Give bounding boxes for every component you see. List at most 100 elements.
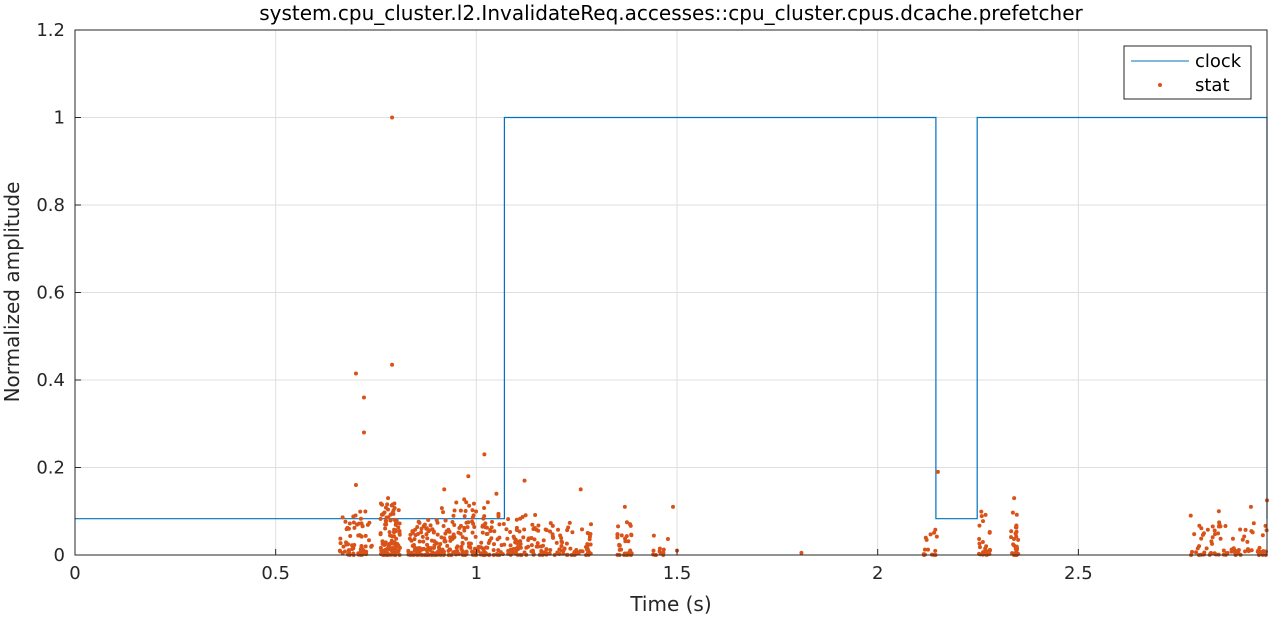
stat-point: [470, 508, 475, 513]
stat-point: [617, 547, 622, 552]
stat-point: [536, 523, 541, 528]
stat-point: [626, 539, 631, 544]
stat-point: [456, 530, 461, 535]
x-axis-title: Time (s): [629, 592, 711, 616]
stat-point: [397, 532, 402, 537]
stat-point: [366, 538, 371, 543]
y-tick-label: 0.4: [36, 370, 65, 391]
stat-point: [548, 529, 553, 534]
stat-point: [1210, 535, 1215, 540]
stat-point: [341, 544, 346, 549]
stat-point: [544, 551, 549, 556]
stat-point: [514, 527, 519, 532]
y-tick-label: 1: [54, 108, 65, 129]
stat-point: [426, 518, 431, 522]
stat-point: [1201, 552, 1206, 557]
stat-point: [977, 545, 982, 550]
stat-point: [530, 548, 535, 553]
stat-point: [386, 496, 391, 501]
stat-point: [448, 535, 453, 540]
stat-point: [511, 534, 516, 539]
stat-point: [391, 550, 396, 555]
stat-point: [1014, 544, 1019, 549]
stat-point: [514, 517, 519, 522]
stat-point: [422, 522, 427, 527]
stat-point: [551, 535, 556, 540]
stat-point: [628, 548, 633, 553]
stat-point: [977, 523, 982, 528]
stat-point: [1014, 534, 1019, 539]
y-tick-label: 0.8: [36, 195, 65, 216]
stat-point: [1010, 551, 1015, 556]
stat-point: [658, 550, 663, 555]
stat-point: [508, 530, 513, 535]
stat-point: [443, 518, 448, 523]
stat-point: [380, 541, 385, 546]
stat-point: [474, 509, 479, 514]
stat-point: [338, 549, 343, 554]
stat-point: [440, 547, 445, 552]
stat-point: [665, 537, 670, 542]
stat-point: [533, 513, 538, 518]
stat-point: [522, 527, 527, 532]
stat-point: [521, 535, 526, 540]
stat-point: [558, 533, 563, 538]
stat-point: [615, 535, 620, 540]
stat-point: [473, 534, 478, 539]
stat-point: [539, 544, 544, 549]
stat-point: [478, 545, 483, 550]
stat-point: [651, 533, 656, 538]
clock-line: [75, 116, 1268, 520]
stat-point: [541, 538, 546, 543]
stat-point: [419, 526, 424, 531]
stat-point: [353, 371, 358, 376]
stat-point: [450, 520, 455, 525]
stat-point: [452, 508, 457, 513]
stat-point: [535, 541, 540, 546]
stat-point: [420, 534, 425, 539]
stat-point: [392, 527, 397, 532]
stat-point: [502, 542, 507, 547]
stat-point: [458, 523, 463, 528]
stat-point: [1014, 512, 1019, 517]
stat-point: [415, 531, 420, 536]
stat-point: [1197, 544, 1202, 549]
stat-point: [393, 522, 398, 527]
stat-point: [935, 469, 940, 474]
stat-point: [390, 502, 395, 507]
stat-point: [504, 527, 509, 532]
stat-point: [385, 502, 390, 507]
x-tick-label: 0: [69, 563, 80, 584]
stat-point: [987, 530, 992, 535]
stat-point: [409, 538, 414, 543]
stat-point: [364, 549, 369, 554]
stat-point: [471, 501, 476, 506]
y-tick-label: 0.2: [36, 458, 65, 479]
stat-point: [406, 548, 411, 553]
stat-point: [434, 518, 439, 523]
stat-point: [413, 527, 418, 532]
stat-point: [411, 552, 416, 557]
stat-point: [429, 538, 434, 543]
stat-point: [466, 541, 471, 546]
stat-point: [382, 510, 387, 515]
stat-point: [351, 546, 356, 551]
stat-point: [1197, 523, 1202, 528]
stat-point: [351, 520, 356, 525]
stat-point: [447, 529, 452, 534]
stat-point: [491, 548, 496, 553]
stat-point: [1249, 529, 1254, 534]
stat-point: [420, 547, 425, 552]
stat-point: [984, 544, 989, 549]
stat-point: [476, 549, 481, 554]
stat-point: [588, 542, 593, 547]
stat-point: [1246, 548, 1251, 553]
legend: clock stat: [1123, 45, 1252, 100]
y-axis-title: Normalized amplitude: [0, 182, 24, 403]
stat-series: [337, 115, 1269, 557]
stat-point: [427, 528, 432, 533]
stat-point: [554, 540, 559, 545]
stat-point: [529, 535, 534, 540]
stat-point: [589, 522, 594, 527]
stat-point: [624, 534, 629, 539]
